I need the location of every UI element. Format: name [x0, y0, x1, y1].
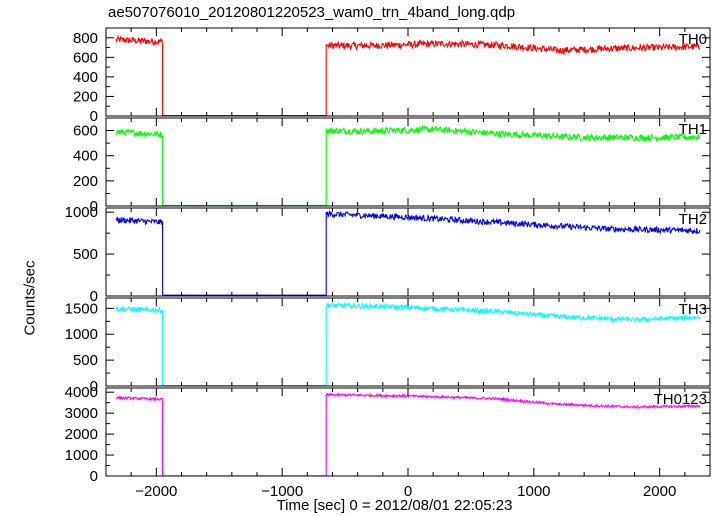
- series-th2-line: [115, 209, 701, 296]
- panel-label-th1: TH1: [679, 121, 707, 138]
- y-tick-label: 1000: [65, 326, 98, 343]
- x-tick-label: −2000: [135, 483, 177, 500]
- panel-th2-frame: [105, 207, 711, 297]
- x-tick-label: 2000: [643, 483, 676, 500]
- x-tick-label: 0: [404, 483, 412, 500]
- panel-label-th3: TH3: [679, 301, 707, 318]
- y-tick-label: 1500: [65, 300, 98, 317]
- y-tick-label: 200: [73, 173, 98, 190]
- y-tick-label: 2000: [65, 426, 98, 443]
- panel-label-th0: TH0: [679, 31, 707, 48]
- y-tick-label: 200: [73, 88, 98, 105]
- x-tick-label: 1000: [517, 483, 550, 500]
- y-tick-label: 800: [73, 30, 98, 47]
- y-tick-label: 400: [73, 69, 98, 86]
- y-tick-label: 0: [90, 378, 98, 395]
- panel-th1-frame: [105, 117, 711, 207]
- y-tick-label: 0: [90, 198, 98, 215]
- series-th0-line: [115, 34, 701, 117]
- y-tick-label: 0: [90, 108, 98, 125]
- series-th3-line: [115, 301, 701, 387]
- chart-title: ae507076010_20120801220523_wam0_trn_4ban…: [108, 4, 516, 21]
- y-tick-label: 0: [90, 288, 98, 305]
- y-tick-label: 400: [73, 148, 98, 165]
- y-tick-label: 500: [73, 352, 98, 369]
- x-tick-label: −1000: [261, 483, 303, 500]
- panel-th0-frame: [105, 27, 711, 117]
- y-tick-label: 1000: [65, 204, 98, 221]
- y-tick-label: 0: [90, 468, 98, 485]
- panel-th0123-frame: [105, 387, 711, 477]
- y-tick-label: 600: [73, 123, 98, 140]
- y-tick-label: 600: [73, 49, 98, 66]
- panel-label-th2: TH2: [679, 211, 707, 228]
- series-th1-line: [115, 124, 701, 206]
- y-tick-label: 4000: [65, 384, 98, 401]
- series-th0123-line: [115, 392, 701, 477]
- y-tick-label: 500: [73, 246, 98, 263]
- panel-th3-frame: [105, 297, 711, 387]
- y-tick-label: 1000: [65, 447, 98, 464]
- x-axis-label: Time [sec] 0 = 2012/08/01 22:05:23: [276, 497, 513, 514]
- y-tick-label: 3000: [65, 405, 98, 422]
- panel-label-th0123: TH0123: [654, 391, 707, 408]
